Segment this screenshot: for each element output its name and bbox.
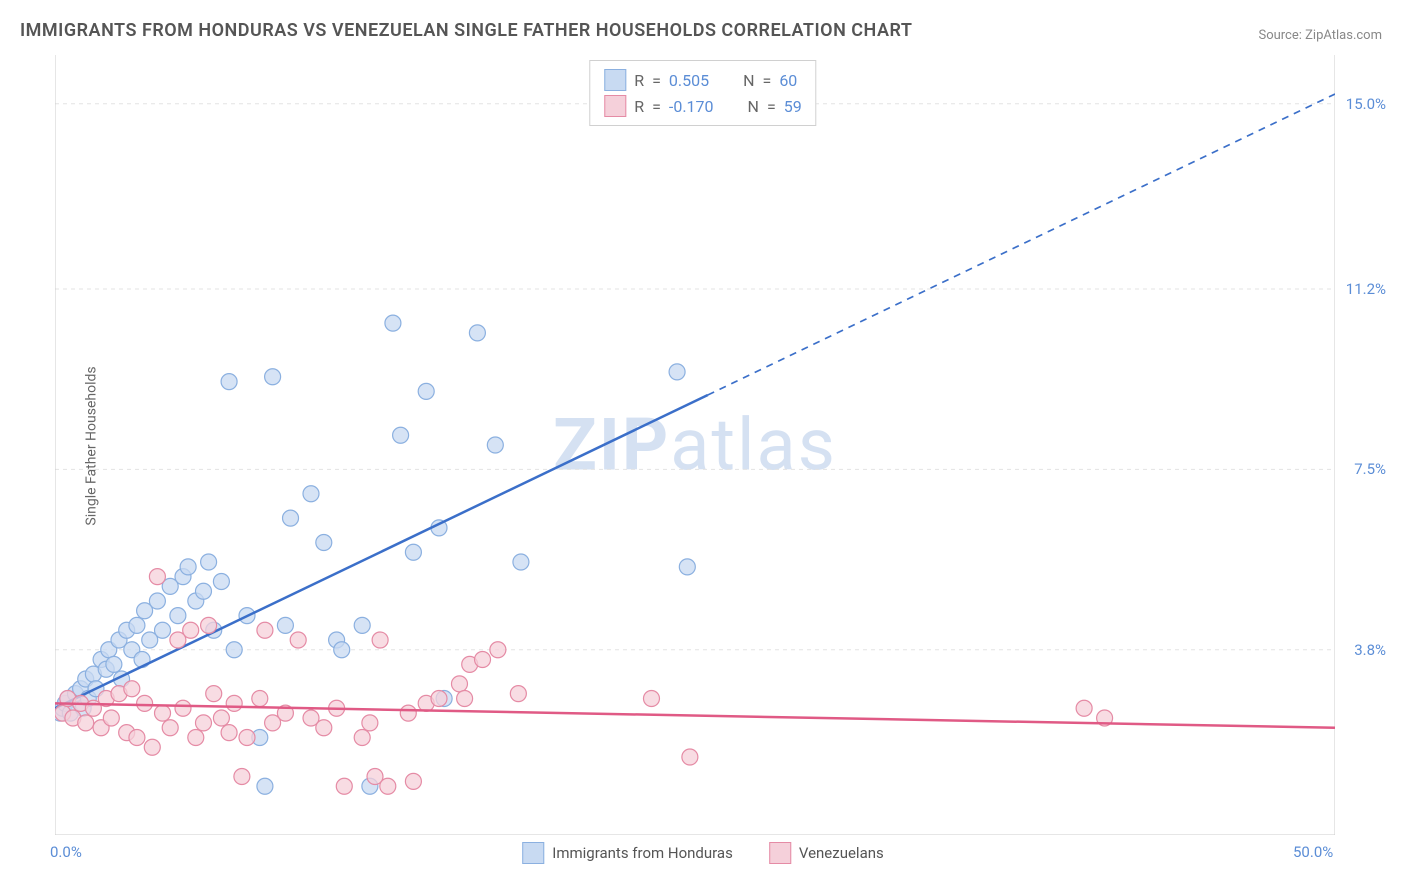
- y-tick-label: 7.5%: [1354, 460, 1386, 478]
- legend-bottom-item-2: Venezuelans: [769, 842, 884, 864]
- legend-swatch-blue: [604, 69, 626, 91]
- legend-top-row-2: R = -0.170 N = 59: [604, 93, 801, 119]
- eq-label: =: [763, 71, 772, 90]
- r-value-1: 0.505: [669, 71, 709, 90]
- eq-label: =: [652, 71, 661, 90]
- x-tick-label: 50.0%: [1293, 843, 1333, 861]
- legend-bottom-item-1: Immigrants from Honduras: [522, 842, 733, 864]
- x-tick-label: 0.0%: [50, 843, 82, 861]
- legend-swatch-pink: [769, 842, 791, 864]
- eq-label: =: [767, 97, 776, 116]
- legend-top: R = 0.505 N = 60 R = -0.170 N = 59: [589, 60, 816, 126]
- y-tick-label: 11.2%: [1346, 280, 1386, 298]
- r-label: R: [634, 97, 644, 116]
- n-label: N: [748, 97, 759, 116]
- y-tick-label: 3.8%: [1354, 641, 1386, 659]
- legend-bottom: Immigrants from Honduras Venezuelans: [522, 842, 884, 864]
- n-label: N: [743, 71, 754, 90]
- chart-area: ZIPatlas: [55, 55, 1335, 835]
- legend-label-2: Venezuelans: [799, 844, 884, 862]
- n-value-1: 60: [779, 71, 797, 90]
- r-value-2: -0.170: [669, 97, 714, 116]
- eq-label: =: [652, 97, 661, 116]
- scatter-chart: [55, 55, 1335, 835]
- y-tick-label: 15.0%: [1346, 95, 1386, 113]
- chart-title: IMMIGRANTS FROM HONDURAS VS VENEZUELAN S…: [20, 20, 912, 41]
- legend-swatch-blue: [522, 842, 544, 864]
- legend-top-row-1: R = 0.505 N = 60: [604, 67, 801, 93]
- source-label: Source: ZipAtlas.com: [1258, 28, 1382, 43]
- legend-label-1: Immigrants from Honduras: [552, 844, 733, 862]
- legend-swatch-pink: [604, 95, 626, 117]
- r-label: R: [634, 71, 644, 90]
- n-value-2: 59: [784, 97, 802, 116]
